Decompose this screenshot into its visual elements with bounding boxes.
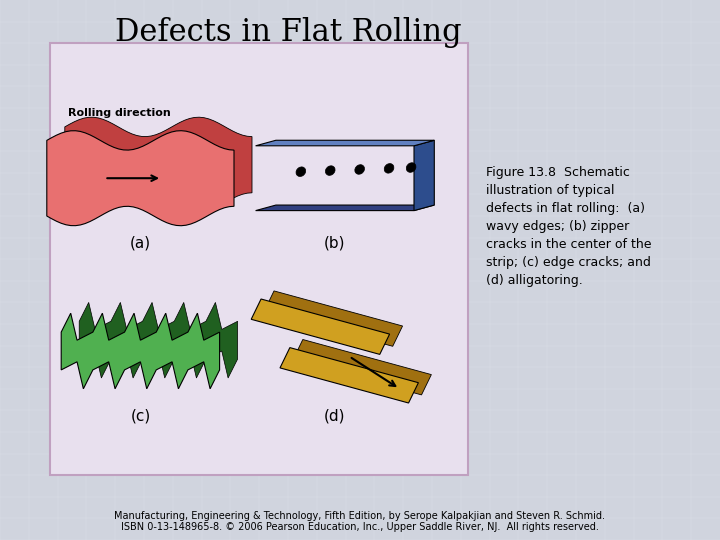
Polygon shape <box>79 302 238 378</box>
Polygon shape <box>47 131 234 226</box>
Text: (c): (c) <box>130 408 150 423</box>
Polygon shape <box>280 348 418 403</box>
Text: (b): (b) <box>324 235 346 251</box>
Ellipse shape <box>325 166 335 176</box>
Polygon shape <box>251 299 390 354</box>
Polygon shape <box>264 291 402 346</box>
Polygon shape <box>61 313 220 389</box>
Text: Rolling direction: Rolling direction <box>68 109 171 118</box>
Text: Manufacturing, Engineering & Technology, Fifth Edition, by Serope Kalpakjian and: Manufacturing, Engineering & Technology,… <box>114 511 606 521</box>
Polygon shape <box>256 140 434 146</box>
Text: (a): (a) <box>130 235 151 251</box>
Ellipse shape <box>384 164 394 173</box>
Text: Figure 13.8  Schematic
illustration of typical
defects in flat rolling:  (a)
wav: Figure 13.8 Schematic illustration of ty… <box>486 166 652 287</box>
Ellipse shape <box>296 167 306 177</box>
Text: (d): (d) <box>324 408 346 423</box>
Text: Defects in Flat Rolling: Defects in Flat Rolling <box>114 17 462 48</box>
Ellipse shape <box>355 165 364 174</box>
Polygon shape <box>256 205 434 211</box>
Polygon shape <box>414 140 434 211</box>
Text: ISBN 0-13-148965-8. © 2006 Pearson Education, Inc., Upper Saddle River, NJ.  All: ISBN 0-13-148965-8. © 2006 Pearson Educa… <box>121 522 599 531</box>
Ellipse shape <box>406 163 416 172</box>
FancyBboxPatch shape <box>50 43 468 475</box>
Polygon shape <box>293 340 431 395</box>
Polygon shape <box>65 117 252 212</box>
